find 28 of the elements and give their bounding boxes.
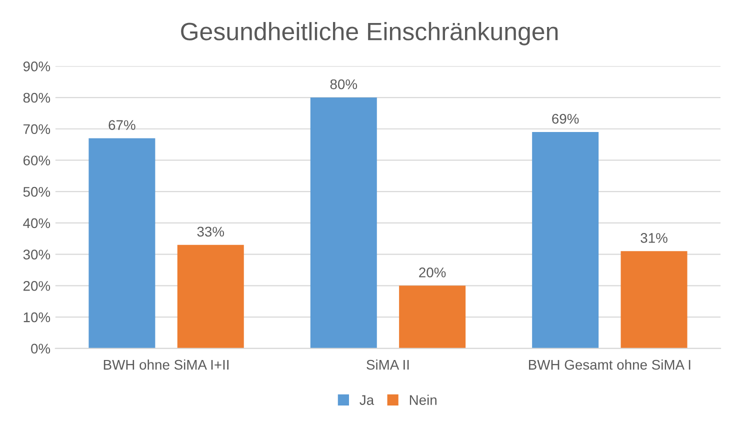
y-tick-label: 90% bbox=[23, 61, 50, 72]
y-tick-label: 70% bbox=[23, 124, 50, 134]
y-tick-label: 80% bbox=[23, 92, 50, 103]
bar bbox=[399, 286, 466, 348]
y-tick-label: 0% bbox=[31, 344, 50, 354]
data-label: 31% bbox=[640, 233, 668, 243]
data-label: 67% bbox=[108, 120, 136, 130]
x-tick-label: BWH Gesamt ohne SiMA I bbox=[529, 360, 690, 370]
x-tick-label: BWH ohne SiMA I+II bbox=[104, 360, 228, 370]
bar bbox=[532, 132, 599, 348]
data-label: 80% bbox=[330, 79, 358, 90]
bar bbox=[310, 98, 377, 348]
y-tick-label: 50% bbox=[23, 186, 50, 197]
x-tick-label: SiMA II bbox=[366, 360, 409, 370]
data-label: 69% bbox=[552, 114, 579, 124]
data-label: 33% bbox=[197, 226, 224, 237]
y-tick-label: 20% bbox=[23, 281, 50, 291]
bar bbox=[88, 138, 156, 348]
y-tick-label: 60% bbox=[23, 156, 50, 166]
y-tick-label: 40% bbox=[23, 218, 50, 228]
bar bbox=[177, 244, 244, 348]
data-label: 20% bbox=[419, 268, 446, 278]
bar bbox=[620, 251, 688, 348]
legend-label: Nein bbox=[410, 394, 436, 405]
legend-label: Ja bbox=[360, 395, 374, 405]
y-tick-label: 30% bbox=[23, 250, 50, 260]
chart-title: Gesundheitliche Einschränkungen bbox=[181, 22, 558, 46]
y-tick-label: 10% bbox=[24, 312, 50, 322]
